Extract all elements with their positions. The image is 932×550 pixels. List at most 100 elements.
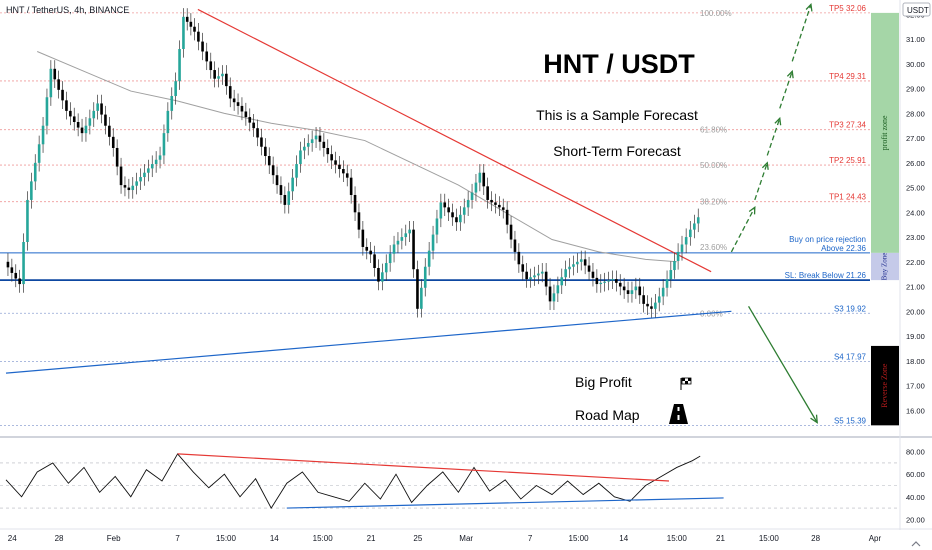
fib-label-5: 0.00% — [700, 309, 723, 318]
candle-body — [466, 199, 470, 208]
candle-body — [650, 306, 653, 309]
candle-body — [115, 147, 119, 167]
level-label-9: S5 15.39 — [834, 416, 867, 425]
candle-body — [264, 146, 267, 157]
candle-body — [572, 264, 575, 267]
candle-body — [30, 181, 33, 200]
zone-profit — [871, 12, 899, 253]
candle-body — [295, 164, 298, 178]
candle-body — [587, 265, 591, 272]
time-tick-label: Apr — [869, 534, 882, 543]
time-tick-label: 14 — [619, 534, 628, 543]
candle-body — [533, 275, 536, 278]
price-tick-label: 25.00 — [906, 184, 925, 193]
candle-body — [61, 89, 64, 101]
candle-body — [14, 272, 18, 279]
currency-badge-box[interactable] — [902, 2, 931, 17]
rsi-trendline-0 — [177, 453, 670, 482]
candle-body — [618, 282, 622, 287]
candle-body — [76, 122, 80, 128]
up-arrow-3 — [779, 71, 793, 109]
candle-body — [490, 199, 493, 203]
candle-body — [310, 139, 314, 144]
price-tick-label: 17.00 — [906, 382, 925, 391]
price-tick-label: 24.00 — [906, 208, 925, 217]
candle-body — [384, 263, 388, 273]
candle-body — [474, 182, 478, 193]
candle-body — [10, 267, 14, 273]
up-arrow-3-head — [786, 69, 794, 79]
candle-body — [326, 147, 330, 155]
up-arrow-2 — [766, 118, 781, 156]
candle-body — [595, 277, 599, 285]
level-note-5: Buy on price rejection — [789, 235, 866, 244]
price-panel-bg — [0, 0, 932, 437]
candle-body — [303, 146, 306, 151]
candle-body — [256, 128, 259, 138]
candle-body — [57, 79, 60, 90]
candle-body — [84, 125, 88, 134]
rsi-panel: 80.00 60.00 40.00 20.00 — [0, 448, 925, 524]
time-tick-label: 21 — [367, 534, 376, 543]
trendline-resistance — [197, 8, 712, 273]
candle-body — [248, 117, 252, 123]
candle-body — [400, 237, 404, 241]
moving-average-line — [37, 51, 677, 263]
candle-body — [166, 110, 170, 134]
candle-body — [111, 136, 115, 148]
candle-body — [131, 185, 135, 191]
price-tick-label: 31.00 — [906, 35, 925, 44]
candle-body — [22, 242, 25, 285]
candle-body — [591, 271, 595, 278]
candle-body — [45, 97, 49, 126]
time-tick-label: 28 — [811, 534, 820, 543]
candle-body — [182, 16, 185, 50]
candle-body — [680, 244, 684, 252]
candle-body — [287, 191, 291, 205]
level-labels: TP5 32.06 TP4 29.31 TP3 27.34 TP2 25.91 TP1 … — [785, 4, 867, 425]
candle-body — [127, 187, 131, 191]
candle-body — [88, 118, 92, 126]
candle-body — [377, 267, 380, 282]
fib-levels: 100.00% 61.80% 50.00% 38.20% 23.60% 0.00% — [700, 9, 732, 318]
price-tick-label: 19.00 — [906, 332, 925, 341]
level-label-4: TP1 24.43 — [829, 193, 866, 202]
zone-buy — [871, 252, 899, 281]
time-tick-label: 15:00 — [313, 534, 334, 543]
candle-body — [123, 185, 127, 188]
up-arrow-2-head — [774, 116, 782, 126]
down-arrow-head — [810, 414, 818, 424]
candle-body — [225, 73, 228, 87]
up-arrow-0 — [730, 207, 756, 253]
rsi-tick-label: 20.00 — [906, 515, 925, 524]
time-tick-label: 15:00 — [667, 534, 688, 543]
candle-body — [427, 250, 431, 267]
candle-body — [314, 135, 318, 140]
candle-body — [638, 286, 642, 296]
road-map-label: Road Map — [575, 407, 640, 423]
candle-body — [283, 194, 287, 205]
candle-body — [221, 73, 224, 77]
candle-body — [189, 21, 193, 27]
candle-body — [568, 266, 571, 270]
zone-label-profit: profit zone — [880, 115, 889, 150]
candle-body — [560, 277, 564, 286]
candle-body — [162, 133, 166, 156]
candle-body — [205, 51, 209, 62]
currency-badge[interactable]: USDT — [907, 6, 929, 15]
zone-group: profit zone Buy Zone Reverse Zone — [871, 12, 899, 426]
candle-body — [6, 261, 10, 268]
time-tick-label: 28 — [55, 534, 64, 543]
candle-body — [139, 177, 142, 182]
chevron-up-icon[interactable] — [906, 540, 926, 548]
candle-body — [423, 266, 427, 288]
forecast-arrows — [730, 3, 818, 424]
candle-body — [170, 96, 174, 111]
candle-body — [357, 212, 361, 230]
candle-body — [373, 254, 376, 268]
candle-body — [318, 135, 322, 142]
candle-body — [193, 26, 196, 32]
checkered-flag-icon — [680, 377, 692, 390]
price-tick-label: 23.00 — [906, 233, 925, 242]
up-arrow-1 — [754, 162, 768, 201]
